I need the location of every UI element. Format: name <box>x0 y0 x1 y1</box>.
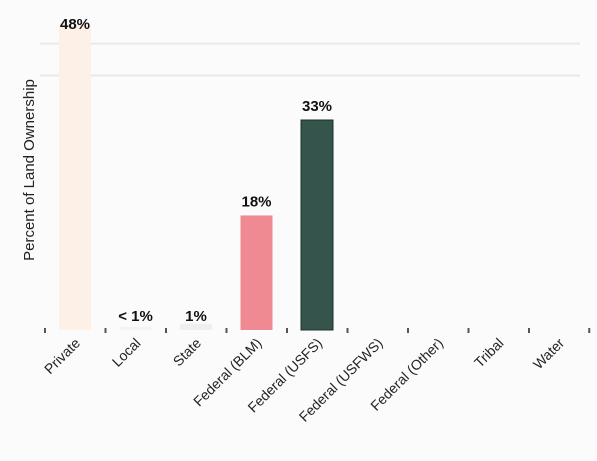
x-tick-label: Local <box>109 335 144 370</box>
bar-federal-blm- <box>240 215 273 330</box>
bar-local <box>119 326 152 330</box>
data-label: 48% <box>60 16 90 33</box>
bar-federal-usfs- <box>300 119 334 331</box>
data-label: < 1% <box>118 308 153 325</box>
x-tick-label: State <box>170 335 205 370</box>
x-tick-label: Water <box>530 335 568 373</box>
data-label: 1% <box>185 308 207 325</box>
data-label: 33% <box>302 98 332 115</box>
bar-private <box>59 24 91 331</box>
data-label: 18% <box>241 193 271 210</box>
bar-state <box>180 323 212 330</box>
x-tick-label: Tribal <box>471 335 507 371</box>
x-tick-label: Private <box>41 335 83 377</box>
